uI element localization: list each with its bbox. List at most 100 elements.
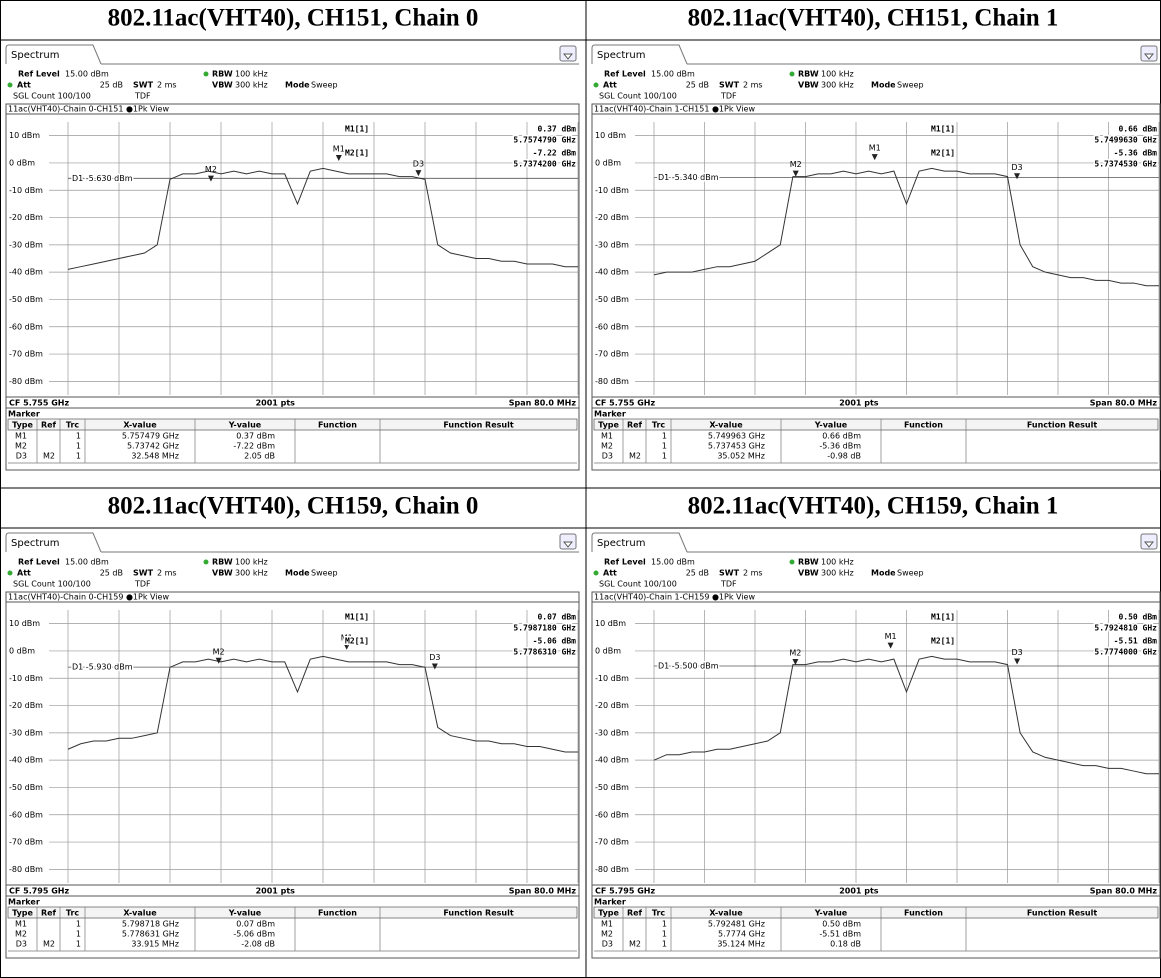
status-dot [789, 559, 795, 565]
marker-type: M2 [15, 930, 27, 939]
y-tick-label: -20 dBm [595, 213, 629, 222]
y-tick-label: -80 dBm [595, 377, 629, 386]
setting-value: 100 kHz [821, 558, 854, 567]
marker-ref: M2 [629, 940, 641, 949]
setting-label: SWT [719, 81, 740, 90]
readout-level: -5.36 dBm [1114, 149, 1158, 158]
trace-view-label: 11ac(VHT40)-Chain 0-CH151 ●1Pk View [8, 105, 169, 114]
tab [5, 44, 102, 65]
y-tick-label: -10 dBm [595, 186, 629, 195]
marker-table-frame [5, 407, 580, 471]
y-tick-label: -40 dBm [9, 268, 43, 277]
setting-value: 100 kHz [821, 70, 854, 79]
marker-y-value: 0.07 dBm [236, 920, 275, 929]
y-tick-label: -50 dBm [9, 783, 43, 792]
marker-x-value: 5.749963 GHz [708, 432, 765, 441]
setting-label: Att [17, 81, 31, 90]
setting-label: VBW [212, 569, 233, 578]
y-tick-label: -20 dBm [9, 213, 43, 222]
column-header: Ref [627, 421, 643, 430]
status-dot [203, 71, 209, 77]
status-dot [789, 71, 795, 77]
y-tick-label: -60 dBm [595, 810, 629, 819]
readout-marker: M2[1] [931, 149, 955, 158]
setting-value: 300 kHz [235, 81, 268, 90]
marker [792, 658, 799, 665]
y-tick-label: -70 dBm [9, 838, 43, 847]
delta-marker [415, 170, 422, 177]
marker-x-value: 5.737453 GHz [708, 442, 765, 451]
marker-x-value: 5.798718 GHz [122, 920, 179, 929]
marker [335, 154, 342, 161]
marker-x-value: 5.778631 GHz [122, 930, 179, 939]
marker-ref: M2 [43, 940, 55, 949]
sweep-count: SGL Count 100/100 [599, 580, 677, 589]
marker-type: M2 [601, 442, 613, 451]
marker-type: M2 [15, 442, 27, 451]
marker [792, 170, 799, 177]
column-header: Function Result [443, 421, 514, 430]
readout-frequency: 5.7786310 GHz [513, 648, 576, 657]
readout-frequency: 5.7924810 GHz [1094, 624, 1157, 633]
status-dot [203, 559, 209, 565]
marker [343, 643, 350, 650]
span: Span 80.0 MHz [1090, 399, 1158, 408]
marker-type: D3 [602, 940, 613, 949]
marker-label: M1 [333, 144, 345, 153]
setting-label: VBW [212, 81, 233, 90]
marker-x-value: 5.757479 GHz [122, 432, 179, 441]
setting-label: Att [603, 81, 617, 90]
column-header: Y-value [814, 421, 848, 430]
column-header: Trc [66, 909, 80, 918]
tab-label: Spectrum [597, 50, 645, 61]
marker-y-value: 0.18 dB [830, 940, 861, 949]
setting-value: 25 dB [686, 569, 709, 578]
display-line-label: D1 -5.630 dBm [72, 174, 133, 183]
setting-label: Mode [285, 569, 310, 578]
marker-trace: 1 [76, 442, 81, 451]
setting-value: 15.00 dBm [651, 70, 695, 79]
marker-y-value: -7.22 dBm [233, 442, 275, 451]
setting-value: 300 kHz [821, 81, 854, 90]
trace [653, 655, 1159, 775]
sweep-points: 2001 pts [839, 399, 879, 408]
marker-trace: 1 [76, 432, 81, 441]
marker-trace: 1 [662, 452, 667, 461]
marker-label: M2 [789, 648, 801, 657]
column-header: X-value [709, 909, 743, 918]
setting-value: 2 ms [157, 81, 177, 90]
y-tick-label: 0 dBm [9, 646, 35, 655]
column-header: Function [904, 421, 943, 430]
sweep-count: SGL Count 100/100 [599, 92, 677, 101]
y-tick-label: 10 dBm [595, 619, 626, 628]
y-tick-label: -50 dBm [595, 295, 629, 304]
column-header: Type [12, 909, 33, 918]
y-tick-label: -30 dBm [9, 240, 43, 249]
marker-trace: 1 [662, 920, 667, 929]
tab-label: Spectrum [11, 538, 59, 549]
marker-y-value: 2.05 dB [244, 452, 275, 461]
marker-label: D3 [1011, 648, 1022, 657]
y-tick-label: -70 dBm [595, 350, 629, 359]
column-header: Y-value [228, 421, 262, 430]
setting-value: Sweep [897, 81, 924, 90]
readout-marker: M2[1] [345, 637, 369, 646]
span: Span 80.0 MHz [509, 887, 577, 896]
sweep-points: 2001 pts [256, 399, 296, 408]
readout-level: 0.37 dBm [537, 125, 576, 134]
column-header: X-value [123, 909, 157, 918]
span: Span 80.0 MHz [1090, 887, 1158, 896]
readout-level: -7.22 dBm [533, 149, 577, 158]
marker-ref: M2 [43, 452, 55, 461]
marker-trace: 1 [76, 452, 81, 461]
marker-y-value: -5.51 dBm [819, 930, 861, 939]
readout-level: -5.06 dBm [533, 637, 577, 646]
y-tick-label: 10 dBm [595, 131, 626, 140]
trace-view-label: 11ac(VHT40)-Chain 1-CH159 ●1Pk View [594, 593, 755, 602]
menu-icon-arrow [1143, 541, 1155, 548]
marker-type: M1 [15, 920, 27, 929]
setting-label: RBW [798, 70, 819, 79]
